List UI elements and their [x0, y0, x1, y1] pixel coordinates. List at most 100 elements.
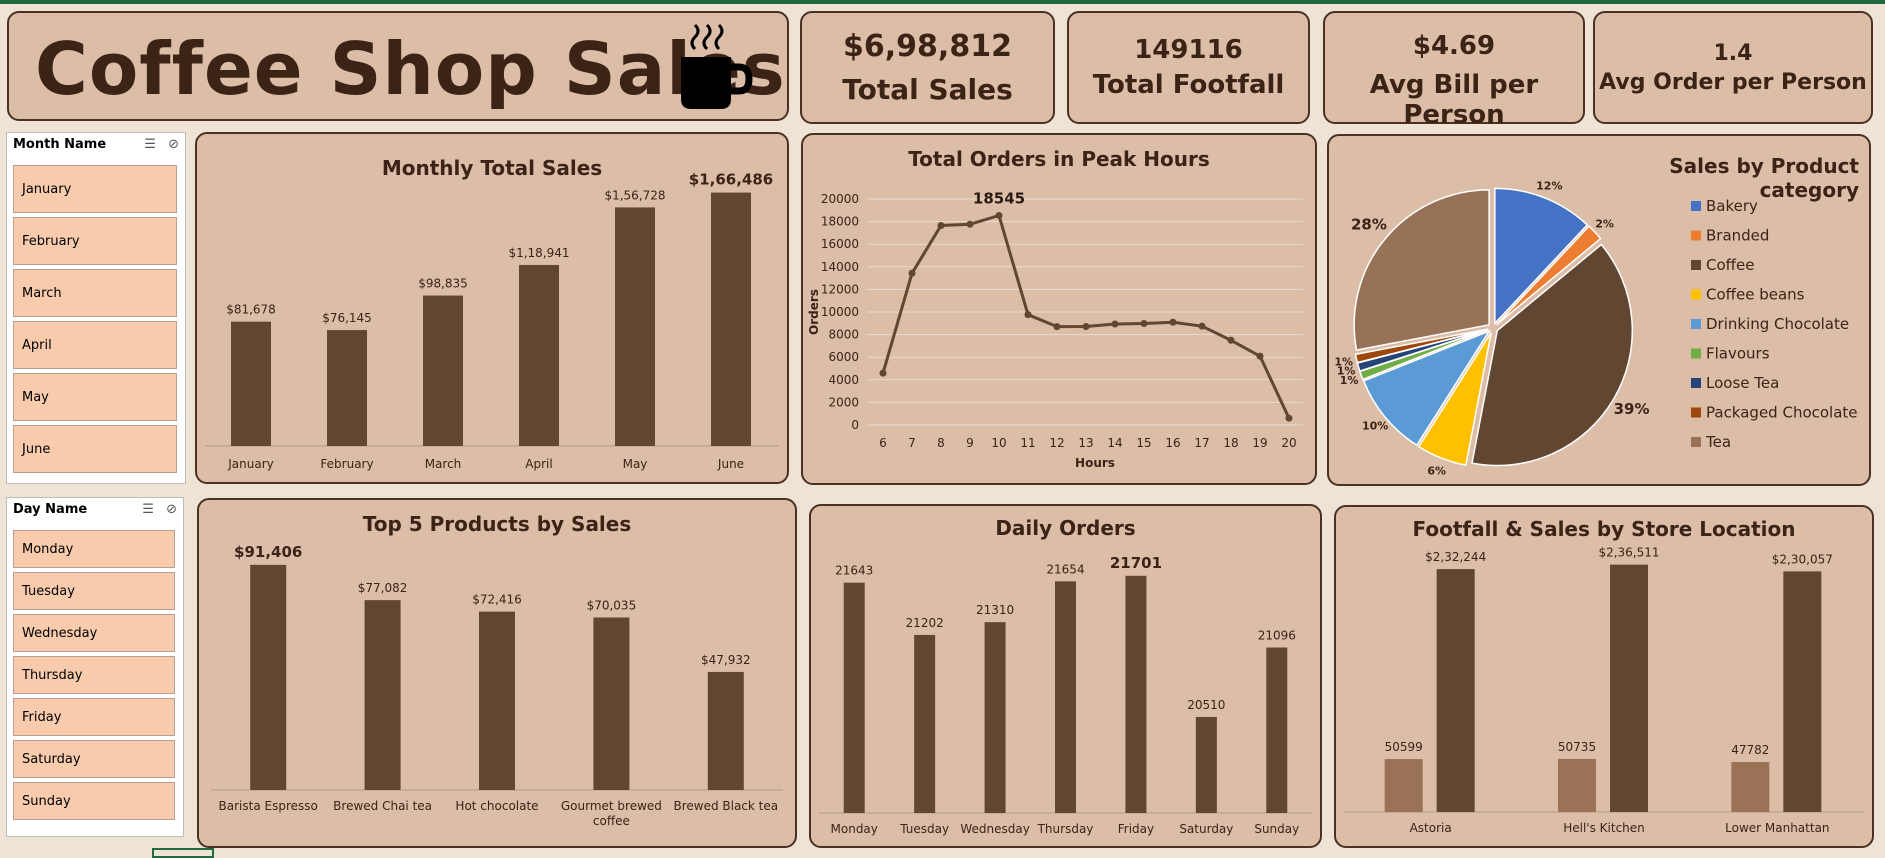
data-label: $47,932: [701, 653, 751, 667]
x-tick-label: 13: [1078, 436, 1093, 450]
data-label: 21202: [906, 616, 944, 630]
data-label: 20510: [1187, 698, 1225, 712]
top5-chart: $91,406 Barista Espresso $77,082 Brewed Cha…: [211, 543, 783, 828]
category-label: January: [227, 457, 274, 471]
data-label: 21310: [976, 603, 1014, 617]
slicer-day-saturday[interactable]: Saturday: [13, 740, 175, 778]
title-card: Coffee Shop Sales: [7, 11, 789, 121]
x-tick-label: 17: [1194, 436, 1209, 450]
data-label: 21643: [835, 564, 873, 578]
bar: [423, 295, 463, 446]
slicer-month-january[interactable]: January: [13, 165, 177, 213]
bar: [1125, 575, 1147, 813]
slicer-month-march[interactable]: March: [13, 269, 177, 317]
kpi-total-sales-label: Total Sales: [842, 73, 1013, 106]
x-tick-label: 10: [991, 436, 1006, 450]
y-tick-label: 20000: [821, 192, 859, 206]
daily-orders-title: Daily Orders: [995, 516, 1136, 540]
bar: [914, 634, 936, 813]
x-tick-label: 16: [1165, 436, 1180, 450]
selected-cell[interactable]: [152, 848, 214, 858]
month-slicer-header: Month Name: [13, 137, 107, 152]
kpi-avg-order-value: 1.4: [1713, 41, 1753, 66]
x-tick-label: 18: [1223, 436, 1238, 450]
slicer-month-may[interactable]: May: [13, 373, 177, 421]
bar: [615, 207, 655, 446]
data-point: [1024, 311, 1032, 319]
day-slicer-header: Day Name: [13, 502, 88, 517]
category-pie-chart: 12%2%39%6%10%1%1%1%28%BakeryBrandedCoffe…: [1334, 180, 1857, 478]
data-label: $2,32,244: [1425, 550, 1486, 564]
pie-slice: [1494, 187, 1589, 326]
monthly-sales-title: Monthly Total Sales: [381, 156, 603, 180]
slicer-month-april[interactable]: April: [13, 321, 177, 369]
bar: [707, 671, 744, 790]
slice-label: 10%: [1362, 420, 1388, 433]
category-label: February: [320, 457, 373, 471]
kpi-total-sales: $6,98,812 Total Sales: [800, 11, 1055, 124]
y-tick-label: 4000: [828, 373, 859, 387]
daily-orders-card: Daily Orders 21643 Monday 21202 Tuesday 2131…: [809, 504, 1322, 848]
legend-swatch: [1691, 437, 1701, 447]
x-axis-title: Hours: [1075, 456, 1115, 470]
data-label: 21096: [1258, 629, 1296, 643]
legend-swatch: [1691, 319, 1701, 329]
slicer-day-sunday[interactable]: Sunday: [13, 782, 175, 820]
store-chart: 50599 $2,32,244 Astoria 50735 $2,36,511 Hell'…: [1344, 546, 1864, 835]
slicer-month-june[interactable]: June: [13, 425, 177, 473]
data-point: [1198, 322, 1206, 330]
bar: [711, 192, 751, 446]
data-label: 21701: [1110, 554, 1162, 572]
slicer-day-wednesday[interactable]: Wednesday: [13, 614, 175, 652]
bar: [250, 564, 287, 790]
slicer-day-monday[interactable]: Monday: [13, 530, 175, 568]
legend-swatch: [1691, 348, 1701, 359]
y-tick-label: 2000: [828, 395, 859, 409]
slice-label: 28%: [1351, 215, 1387, 233]
category-card: Sales by Product category 12% 2% 39% 6% 10% 1…: [1327, 134, 1871, 486]
multi-select-icon[interactable]: ☰: [144, 137, 156, 152]
multi-select-icon[interactable]: ☰: [142, 502, 154, 517]
data-label: 50599: [1385, 740, 1423, 754]
kpi-total-footfall: 149116 Total Footfall: [1067, 11, 1310, 124]
data-point: [1053, 323, 1061, 331]
slicer-day-friday[interactable]: Friday: [13, 698, 175, 736]
data-point: [908, 269, 916, 277]
category-label: Wednesday: [960, 822, 1029, 836]
slicer-month-february[interactable]: February: [13, 217, 177, 265]
category-label: Hot chocolate: [455, 799, 538, 813]
page-title: Coffee Shop Sales: [35, 27, 786, 111]
legend-label: Branded: [1706, 227, 1769, 245]
kpi-total-footfall-value: 149116: [1134, 35, 1243, 65]
x-tick-label: 20: [1281, 436, 1296, 450]
slice-label: 2%: [1595, 217, 1614, 230]
data-label: $1,56,728: [604, 188, 665, 202]
pie-slice: [1353, 189, 1490, 351]
bar: [479, 611, 515, 790]
data-point: [995, 211, 1003, 219]
legend-label: Flavours: [1706, 345, 1770, 363]
kpi-avg-order-label: Avg Order per Person: [1599, 70, 1867, 95]
slice-label: 1%: [1334, 355, 1353, 368]
data-point: [1285, 414, 1293, 422]
bar: [231, 321, 271, 446]
clear-filter-icon[interactable]: ⊘: [166, 502, 177, 517]
x-tick-label: 6: [879, 436, 887, 450]
y-tick-label: 16000: [821, 237, 859, 251]
clear-filter-icon[interactable]: ⊘: [168, 137, 179, 152]
month-slicer: Month Name ☰ ⊘ January February March April…: [6, 132, 186, 484]
slicer-day-tuesday[interactable]: Tuesday: [13, 572, 175, 610]
x-tick-label: 19: [1252, 436, 1267, 450]
slicer-day-thursday[interactable]: Thursday: [13, 656, 175, 694]
x-tick-label: 14: [1107, 436, 1122, 450]
kpi-total-sales-value: $6,98,812: [843, 29, 1012, 64]
slice-label: 12%: [1536, 180, 1562, 193]
slice-label: 39%: [1614, 400, 1650, 418]
slice-label: 1%: [1337, 365, 1356, 378]
slice-label: 1%: [1340, 374, 1359, 387]
coffee-cup-icon: [681, 23, 753, 109]
x-tick-label: 7: [908, 436, 916, 450]
slice-label: 6%: [1427, 464, 1446, 477]
data-point: [966, 220, 974, 228]
data-point: [937, 222, 945, 230]
